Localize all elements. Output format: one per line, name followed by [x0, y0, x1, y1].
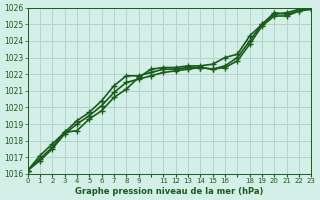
X-axis label: Graphe pression niveau de la mer (hPa): Graphe pression niveau de la mer (hPa) — [75, 187, 264, 196]
